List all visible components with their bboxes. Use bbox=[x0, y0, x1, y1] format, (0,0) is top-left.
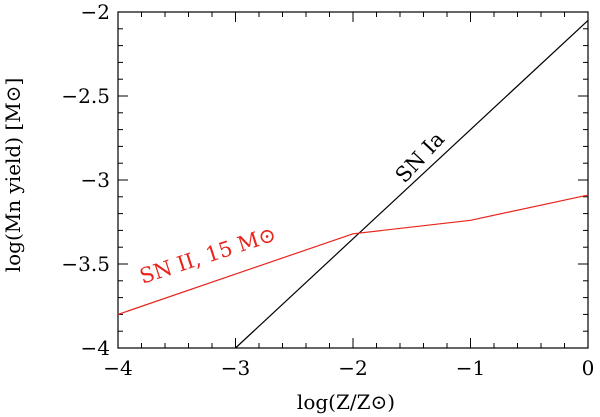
y-tick-label: −2.5 bbox=[61, 84, 110, 108]
x-tick-label: −2 bbox=[338, 356, 367, 380]
x-tick-label: −3 bbox=[221, 356, 250, 380]
y-tick-label: −2 bbox=[81, 0, 110, 24]
series-label-sn-ii: SN II, 15 M⊙ bbox=[137, 222, 279, 289]
series-lines bbox=[117, 19, 589, 349]
plot-frame-border bbox=[117, 11, 589, 349]
y-tick-label: −4 bbox=[81, 336, 110, 360]
y-tick-label: −3.5 bbox=[61, 252, 110, 276]
x-tick-label: 0 bbox=[582, 356, 595, 380]
plot-frame bbox=[117, 11, 589, 349]
series-line-sn-ia bbox=[235, 19, 589, 349]
y-axis-label: log(Mn yield) [M⊙] bbox=[1, 78, 25, 273]
axis-ticks: −4 −3 −2 −1 0 −4 −3.5 −3 −2.5 −2 bbox=[61, 0, 594, 380]
x-tick-label: −1 bbox=[456, 356, 485, 380]
series-line-sn-ii bbox=[117, 194, 589, 315]
x-tick-label: −4 bbox=[103, 356, 132, 380]
x-axis-label: log(Z/Z⊙) bbox=[297, 390, 395, 414]
y-tick-label: −3 bbox=[81, 168, 110, 192]
